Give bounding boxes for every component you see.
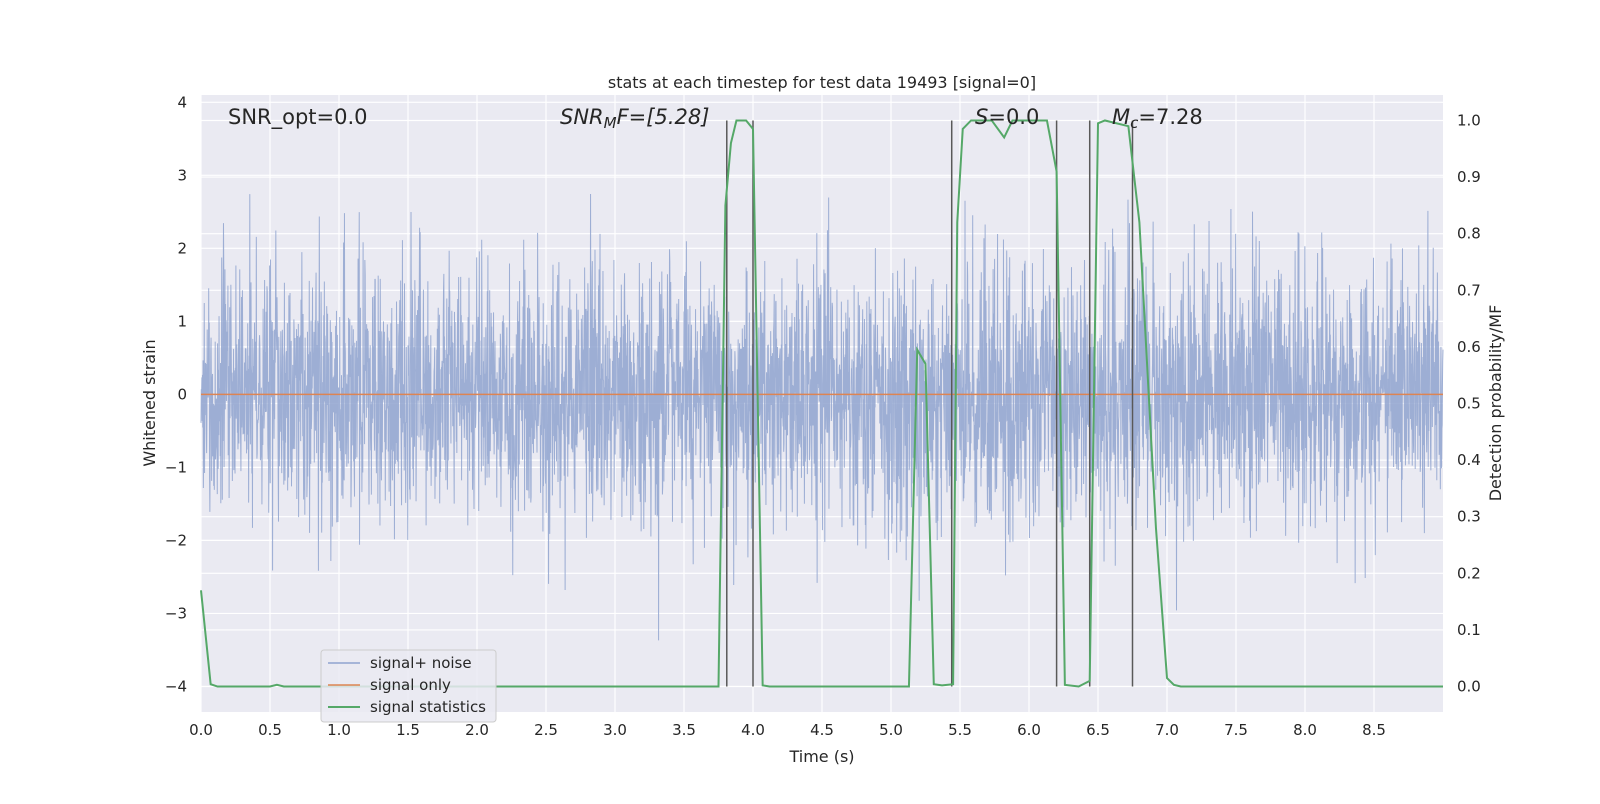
- x-tick-label: 3.0: [603, 721, 627, 739]
- y-right-tick-label: 0.1: [1457, 621, 1481, 639]
- x-axis-label: Time (s): [788, 747, 854, 766]
- legend-box: [320, 649, 497, 723]
- signal-noise-line: [200, 193, 1444, 641]
- x-tick-label: 5.5: [948, 721, 972, 739]
- x-tick-label: 2.5: [534, 721, 558, 739]
- y-tick-label: 1: [177, 312, 187, 330]
- annotation-s: S=0.0: [975, 105, 1039, 129]
- x-tick-label: 6.0: [1017, 721, 1041, 739]
- y-right-axis-label: Detection probability/MF: [1486, 305, 1505, 502]
- x-tick-label: 2.0: [465, 721, 489, 739]
- x-tick-label: 6.5: [1086, 721, 1110, 739]
- x-tick-label: 4.5: [810, 721, 834, 739]
- y-right-tick-label: 0.7: [1457, 281, 1481, 299]
- signal-noise-series: [200, 193, 1444, 641]
- signal-statistics-series: [200, 119, 1443, 688]
- legend: signal+ noise signal only signal statist…: [320, 649, 497, 723]
- annotation-snr-mf: SNRMF=[5.28]: [560, 105, 709, 132]
- y-tick-label: 3: [177, 166, 187, 184]
- x-tick-label: 0.5: [258, 721, 282, 739]
- y-right-tick-label: 0.4: [1457, 451, 1481, 469]
- y-right-tick-label: 0.9: [1457, 168, 1481, 186]
- legend-label-stats: signal statistics: [370, 698, 486, 716]
- y-tick-labels: 4 3 2 1 0 −1 −2 −3 −4: [165, 93, 187, 695]
- legend-label-signal: signal only: [370, 676, 451, 694]
- y-right-tick-label: 0.3: [1457, 508, 1481, 526]
- x-tick-label: 5.0: [879, 721, 903, 739]
- x-tick-label: 3.5: [672, 721, 696, 739]
- y-tick-label: −1: [165, 458, 187, 476]
- y-axis-label: Whitened strain: [140, 339, 159, 466]
- y-tick-label: 2: [177, 239, 187, 257]
- y-right-tick-label: 1.0: [1457, 111, 1481, 129]
- x-tick-label: 8.5: [1362, 721, 1386, 739]
- x-tick-label: 7.5: [1224, 721, 1248, 739]
- x-tick-label: 1.5: [396, 721, 420, 739]
- annotation-snr-opt: SNR_opt=0.0: [228, 105, 368, 130]
- x-tick-label: 8.0: [1293, 721, 1317, 739]
- y-right-tick-labels: 1.0 0.9 0.8 0.7 0.6 0.5 0.4 0.3 0.2 0.1 0.0: [1457, 111, 1481, 695]
- x-tick-label: 7.0: [1155, 721, 1179, 739]
- y-tick-label: −3: [165, 604, 187, 622]
- x-tick-label: 1.0: [327, 721, 351, 739]
- y-tick-label: −4: [165, 677, 187, 695]
- annotation-mc: Mc=7.28: [1112, 105, 1203, 132]
- y-tick-label: −2: [165, 531, 187, 549]
- y-tick-label: 4: [177, 93, 187, 111]
- chart-title: stats at each timestep for test data 194…: [608, 73, 1036, 92]
- y-right-tick-label: 0.0: [1457, 678, 1481, 696]
- y-right-tick-label: 0.5: [1457, 395, 1481, 413]
- y-right-tick-label: 0.2: [1457, 564, 1481, 582]
- x-tick-labels: 0.0 0.5 1.0 1.5 2.0 2.5 3.0 3.5 4.0 4.5 5.0 5.5 6.0 6…: [189, 721, 1386, 739]
- y-right-tick-label: 0.6: [1457, 338, 1481, 356]
- y-tick-label: 0: [177, 385, 187, 403]
- x-tick-label: 0.0: [189, 721, 213, 739]
- legend-label-noise: signal+ noise: [370, 654, 472, 672]
- x-tick-label: 4.0: [741, 721, 765, 739]
- y-right-tick-label: 0.8: [1457, 225, 1481, 243]
